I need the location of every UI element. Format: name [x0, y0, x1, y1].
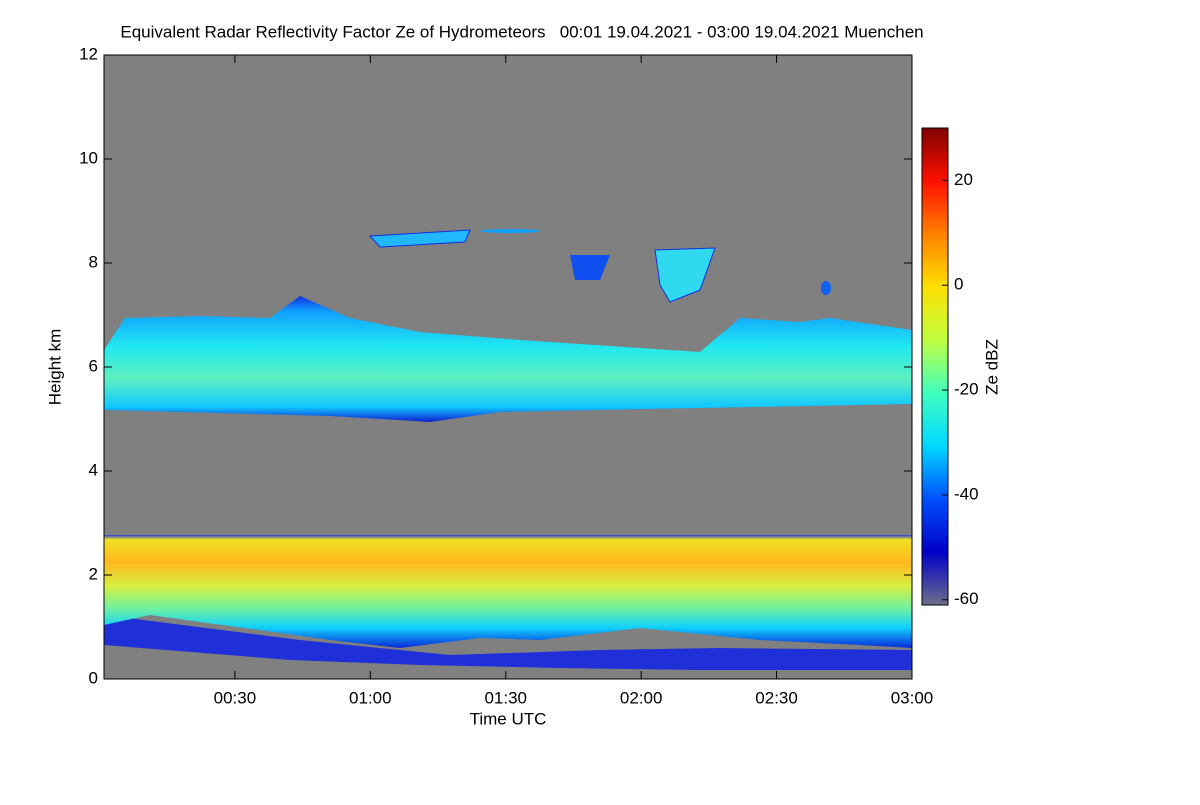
colorbar-tick-label: -20 [954, 380, 979, 399]
cloud-layer-low [104, 535, 912, 648]
ground-clutter [104, 615, 912, 670]
y-tick-label: 6 [89, 356, 98, 375]
cloud-patch [368, 229, 471, 248]
colorbar-tick-label: 20 [954, 170, 973, 189]
plot-area [103, 54, 913, 680]
y-tick-label: 10 [79, 148, 98, 167]
x-tick-label: 01:30 [484, 688, 527, 707]
cloud-layer-mid [104, 296, 912, 422]
cloud-patch [654, 247, 716, 303]
chart-title: Equivalent Radar Reflectivity Factor Ze … [120, 22, 923, 41]
colorbar-tick-label: 0 [954, 275, 963, 294]
cloud-patch [480, 229, 540, 233]
colorbar-tick-label: -60 [954, 589, 979, 608]
y-tick-label: 2 [89, 564, 98, 583]
y-tick-label: 4 [89, 460, 98, 479]
x-tick-label: 02:30 [755, 688, 798, 707]
y-axis-label: Height km [45, 329, 64, 406]
colorbar-tick-label: -40 [954, 484, 979, 503]
x-tick-label: 02:00 [620, 688, 663, 707]
x-tick-label: 00:30 [214, 688, 257, 707]
x-tick-label: 03:00 [891, 688, 934, 707]
y-tick-label: 0 [89, 668, 98, 687]
x-tick-label: 01:00 [349, 688, 392, 707]
colorbar-label: Ze dBZ [982, 339, 1001, 395]
y-tick-label: 8 [89, 252, 98, 271]
cloud-patch [821, 281, 831, 295]
cloud-patch [570, 255, 610, 280]
x-axis-label: Time UTC [470, 709, 547, 728]
colorbar [921, 127, 949, 606]
y-tick-label: 12 [79, 44, 98, 63]
